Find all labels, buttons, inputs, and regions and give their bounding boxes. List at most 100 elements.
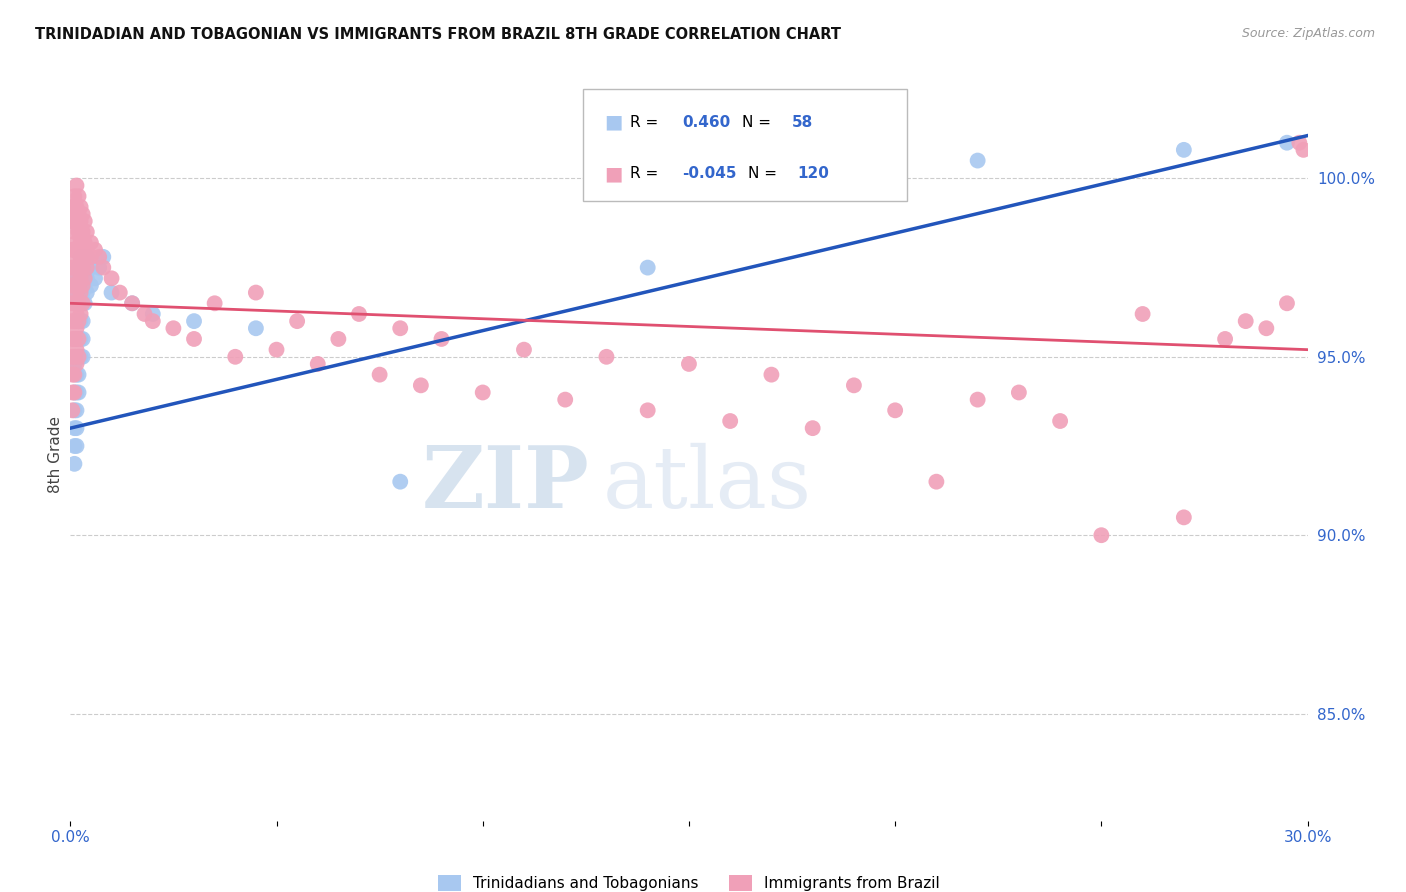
Text: 0.460: 0.460 <box>682 115 730 130</box>
Point <box>67 296 90 310</box>
Point <box>67 368 90 382</box>
Point <box>69 307 91 321</box>
Point <box>69 235 91 250</box>
Point <box>678 357 700 371</box>
Point <box>65 296 87 310</box>
Point <box>89 250 111 264</box>
Point <box>60 260 83 275</box>
Text: N =: N = <box>748 166 778 181</box>
Point <box>63 332 86 346</box>
Point <box>63 189 86 203</box>
Y-axis label: 8th Grade: 8th Grade <box>48 417 63 493</box>
Text: TRINIDADIAN AND TOBAGONIAN VS IMMIGRANTS FROM BRAZIL 8TH GRADE CORRELATION CHART: TRINIDADIAN AND TOBAGONIAN VS IMMIGRANTS… <box>35 27 841 42</box>
Text: N =: N = <box>742 115 772 130</box>
Point <box>69 314 91 328</box>
Point <box>65 314 87 328</box>
Point <box>63 357 86 371</box>
Point <box>409 378 432 392</box>
Point <box>162 321 184 335</box>
Point <box>63 403 86 417</box>
Point <box>266 343 288 357</box>
Point <box>72 278 94 293</box>
Point <box>63 278 86 293</box>
Point <box>1173 143 1195 157</box>
Point <box>595 350 617 364</box>
Point <box>430 332 453 346</box>
Point <box>65 368 87 382</box>
Point <box>60 296 83 310</box>
Point <box>65 421 87 435</box>
Text: -0.045: -0.045 <box>682 166 737 181</box>
Point <box>554 392 576 407</box>
Point <box>84 271 107 285</box>
Point <box>65 357 87 371</box>
Point <box>63 350 86 364</box>
Point <box>67 314 90 328</box>
Point <box>1090 528 1112 542</box>
Point <box>72 225 94 239</box>
Point <box>67 278 90 293</box>
Point <box>69 332 91 346</box>
Point <box>72 243 94 257</box>
Point <box>100 271 122 285</box>
Point <box>718 414 741 428</box>
Point <box>389 475 412 489</box>
Point <box>60 278 83 293</box>
Point <box>121 296 143 310</box>
Point <box>67 350 90 364</box>
Point <box>65 271 87 285</box>
Point <box>63 385 86 400</box>
Point <box>1173 510 1195 524</box>
Point <box>67 332 90 346</box>
Point <box>925 475 948 489</box>
Point <box>761 368 783 382</box>
Point <box>72 207 94 221</box>
Point <box>73 296 96 310</box>
Point <box>65 200 87 214</box>
Point <box>60 403 83 417</box>
Point <box>72 285 94 300</box>
Point <box>65 235 87 250</box>
Point <box>73 214 96 228</box>
Point <box>63 332 86 346</box>
Point <box>1275 296 1298 310</box>
Point <box>513 343 536 357</box>
Point <box>67 385 90 400</box>
Point <box>73 278 96 293</box>
Point <box>347 307 370 321</box>
Point <box>69 271 91 285</box>
Point <box>121 296 143 310</box>
Point <box>69 214 91 228</box>
Text: R =: R = <box>630 115 658 130</box>
Point <box>91 260 114 275</box>
Point <box>80 278 103 293</box>
Text: atlas: atlas <box>602 442 811 525</box>
Point <box>63 285 86 300</box>
Point <box>63 314 86 328</box>
Point <box>1213 332 1236 346</box>
Point <box>91 250 114 264</box>
Point <box>1008 385 1031 400</box>
Point <box>1132 307 1154 321</box>
Point <box>389 321 412 335</box>
Point <box>67 332 90 346</box>
Point <box>842 378 865 392</box>
Point <box>65 439 87 453</box>
Point <box>471 385 494 400</box>
Point <box>76 243 98 257</box>
Point <box>80 250 103 264</box>
Text: ■: ■ <box>605 113 623 132</box>
Point <box>65 271 87 285</box>
Point <box>884 403 907 417</box>
Point <box>60 332 83 346</box>
Point <box>67 189 90 203</box>
Point <box>368 368 391 382</box>
Point <box>966 392 988 407</box>
Point <box>65 178 87 193</box>
Point <box>67 207 90 221</box>
Point <box>328 332 350 346</box>
Point <box>65 332 87 346</box>
Point <box>63 421 86 435</box>
Point <box>60 200 83 214</box>
Point <box>67 225 90 239</box>
